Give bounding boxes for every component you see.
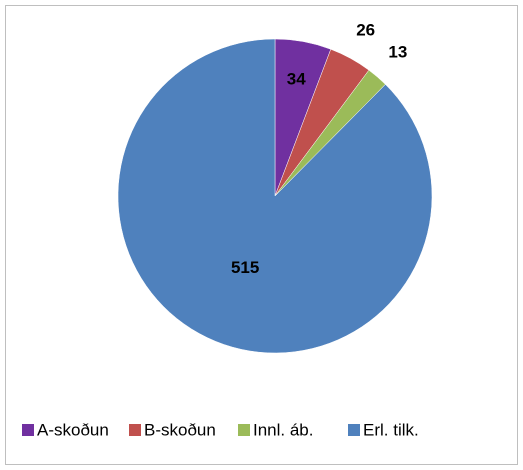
pie-slice <box>117 38 433 354</box>
data-label: 26 <box>356 20 375 39</box>
legend-label: Erl. tilk. <box>363 420 419 439</box>
legend-swatch <box>348 424 360 436</box>
legend-swatch <box>129 424 141 436</box>
data-label: 34 <box>287 70 306 89</box>
legend-swatch <box>22 424 34 436</box>
data-label: 515 <box>231 258 259 277</box>
legend-label: B-skoðun <box>144 420 216 439</box>
legend-swatch <box>238 424 250 436</box>
legend-label: A-skoðun <box>37 420 109 439</box>
data-label: 13 <box>388 43 407 62</box>
legend-label: Innl. áb. <box>253 420 314 439</box>
